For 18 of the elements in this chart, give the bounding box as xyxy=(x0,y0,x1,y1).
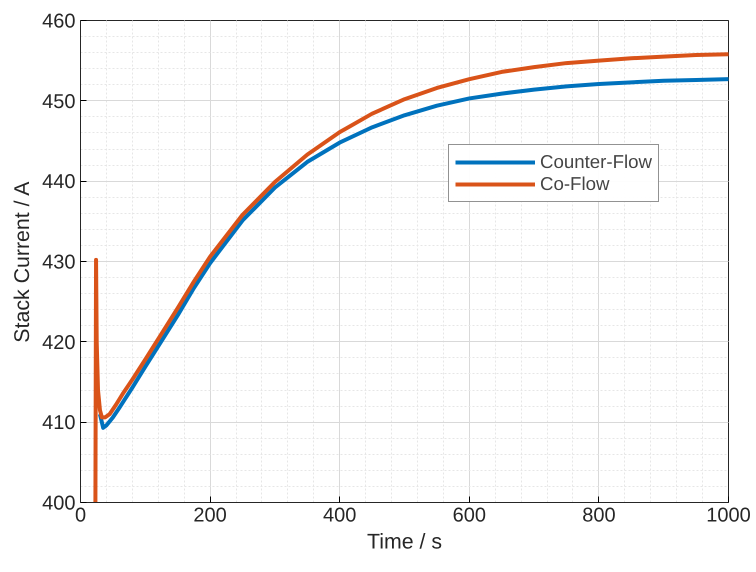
y-tick-label: 410 xyxy=(42,412,76,434)
y-tick-label: 460 xyxy=(42,10,76,32)
y-tick-label: 420 xyxy=(42,332,76,354)
y-axis-title: Stack Current / A xyxy=(10,180,34,343)
y-tick-label: 450 xyxy=(42,90,76,113)
x-axis-title: Time / s xyxy=(366,530,442,554)
legend-label: Counter-Flow xyxy=(540,151,652,173)
line-series xyxy=(93,52,728,502)
x-tick-label: 0 xyxy=(74,504,86,526)
x-tick-label: 200 xyxy=(193,504,227,526)
line-series xyxy=(98,77,728,430)
x-tick-label: 600 xyxy=(452,504,486,526)
x-tick-label: 800 xyxy=(582,504,616,526)
x-tick-label: 1000 xyxy=(706,504,751,526)
x-tick-label: 400 xyxy=(323,504,356,526)
legend-label: Co-Flow xyxy=(540,173,610,195)
y-tick-label: 440 xyxy=(42,171,76,194)
y-tick-label: 430 xyxy=(42,252,76,274)
